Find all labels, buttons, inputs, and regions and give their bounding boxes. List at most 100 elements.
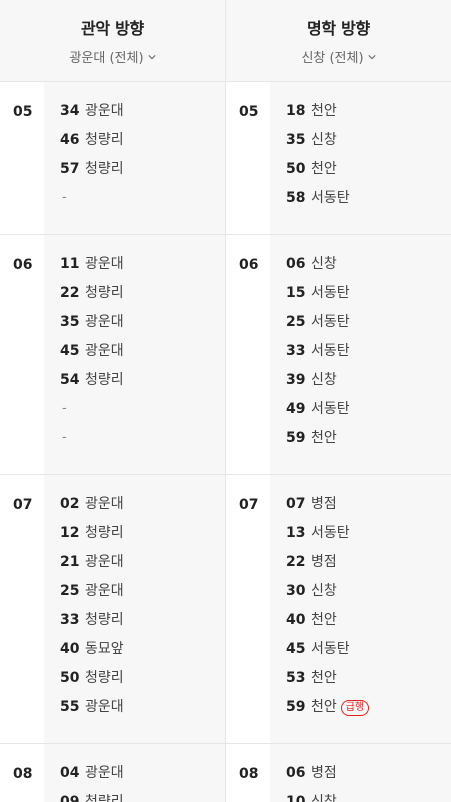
departure-item: 58 서동탄 — [286, 188, 451, 217]
departure-minute: 45 — [286, 641, 306, 657]
hour-label: 06 — [0, 235, 44, 474]
departure-item: 50 천안 — [286, 159, 451, 188]
departure-minute: 53 — [286, 670, 306, 686]
destination-name: 천안 — [311, 612, 337, 628]
hour-label: 05 — [226, 82, 270, 234]
direction-title: 관악 방향 — [81, 19, 144, 38]
destination-name: 청량리 — [85, 525, 124, 541]
destination-name: 청량리 — [85, 161, 124, 177]
departure-minute: 07 — [286, 496, 306, 512]
departure-list: 07 병점 13 서동탄 22 병점 30 신창 40 천안 45 서동탄 53 천안 59 천안 급행 — [270, 475, 451, 743]
departure-minute: 25 — [286, 314, 306, 330]
departure-minute: 40 — [60, 641, 80, 657]
departure-list: 06 신창 15 서동탄 25 서동탄 33 서동탄 39 신창 49 서동탄 59 천안 — [270, 235, 451, 474]
departure-item: 45 광운대 — [60, 341, 225, 370]
departure-item: 06 병점 — [286, 763, 451, 792]
destination-name: 천안 — [311, 670, 337, 686]
hour-block-left: 06 11 광운대 22 청량리 35 광운대 45 광운대 54 청량리 - - — [0, 235, 225, 474]
destination-name: 청량리 — [85, 372, 124, 388]
express-badge: 급행 — [340, 700, 370, 716]
chevron-down-icon — [367, 54, 376, 59]
departure-minute: 58 — [286, 190, 306, 206]
hour-label: 05 — [0, 82, 44, 234]
departure-minute: 22 — [286, 554, 306, 570]
destination-name: 청량리 — [85, 132, 124, 148]
direction-title: 명학 방향 — [307, 19, 370, 38]
departure-minute: 46 — [60, 132, 80, 148]
hour-block: 08 04 광운대 09 청량리 08 06 병점 10 신창 — [0, 744, 451, 802]
destination-name: 병점 — [311, 496, 337, 512]
departure-minute: 39 — [286, 372, 306, 388]
destination-name: 신창 — [311, 372, 337, 388]
destination-name: 서동탄 — [311, 343, 350, 359]
direction-left: 관악 방향 광운대 (전체) — [0, 0, 225, 81]
destination-name: 천안 — [311, 103, 337, 119]
departure-list: 02 광운대 12 청량리 21 광운대 25 광운대 33 청량리 40 동묘앞 50 청량리 55 광운대 — [44, 475, 225, 743]
empty-slot: - — [62, 190, 67, 205]
destination-name: 서동탄 — [311, 641, 350, 657]
departure-minute: 50 — [60, 670, 80, 686]
destination-filter-dropdown[interactable]: 광운대 (전체) — [69, 47, 156, 66]
destination-name: 천안 — [311, 430, 337, 446]
hour-block: 05 34 광운대 46 청량리 57 청량리 -05 18 천안 35 신창 50 천안 58 서동탄 — [0, 82, 451, 235]
departure-list: 11 광운대 22 청량리 35 광운대 45 광운대 54 청량리 - - — [44, 235, 225, 474]
departure-item: 04 광운대 — [60, 763, 225, 792]
departure-minute: 30 — [286, 583, 306, 599]
hour-label: 06 — [226, 235, 270, 474]
departure-item: 30 신창 — [286, 581, 451, 610]
destination-name: 천안 — [311, 699, 337, 715]
departure-item: 34 광운대 — [60, 101, 225, 130]
destination-name: 병점 — [311, 554, 337, 570]
destination-name: 청량리 — [85, 794, 124, 802]
destination-name: 서동탄 — [311, 190, 350, 206]
hour-block: 06 11 광운대 22 청량리 35 광운대 45 광운대 54 청량리 - -06 06 신창 15 서동탄… — [0, 235, 451, 475]
destination-name: 서동탄 — [311, 401, 350, 417]
departure-item: 46 청량리 — [60, 130, 225, 159]
departure-minute: 02 — [60, 496, 80, 512]
chevron-down-icon — [147, 54, 156, 59]
departure-minute: 13 — [286, 525, 306, 541]
destination-name: 광운대 — [85, 583, 124, 599]
empty-slot: - — [62, 401, 67, 416]
departure-minute: 35 — [60, 314, 80, 330]
departure-item: 59 천안 급행 — [286, 697, 451, 726]
hour-label: 07 — [226, 475, 270, 743]
departure-item: 33 서동탄 — [286, 341, 451, 370]
departure-minute: 59 — [286, 430, 306, 446]
departure-item: 25 광운대 — [60, 581, 225, 610]
departure-item: 13 서동탄 — [286, 523, 451, 552]
departure-minute: 11 — [60, 256, 80, 272]
timetable: 05 34 광운대 46 청량리 57 청량리 -05 18 천안 35 신창 50 천안 58 서동탄 06 1… — [0, 82, 451, 802]
destination-filter-dropdown[interactable]: 신창 (전체) — [301, 47, 376, 66]
departure-item: 11 광운대 — [60, 254, 225, 283]
departure-item: 10 신창 — [286, 792, 451, 802]
hour-label: 08 — [226, 744, 270, 802]
departure-minute: 34 — [60, 103, 80, 119]
departure-minute: 54 — [60, 372, 80, 388]
hour-block-left: 07 02 광운대 12 청량리 21 광운대 25 광운대 33 청량리 40 동묘앞 50 청량리 55 광… — [0, 475, 225, 743]
departure-list: 18 천안 35 신창 50 천안 58 서동탄 — [270, 82, 451, 234]
departure-minute: 45 — [60, 343, 80, 359]
departure-minute: 49 — [286, 401, 306, 417]
empty-slot: - — [62, 430, 67, 445]
departure-minute: 59 — [286, 699, 306, 715]
departure-item: 07 병점 — [286, 494, 451, 523]
departure-item: 25 서동탄 — [286, 312, 451, 341]
hour-block-right: 06 06 신창 15 서동탄 25 서동탄 33 서동탄 39 신창 49 서동탄 59 천안 — [225, 235, 451, 474]
destination-name: 광운대 — [85, 554, 124, 570]
departure-minute: 21 — [60, 554, 80, 570]
departure-item: - — [60, 428, 225, 457]
departure-minute: 15 — [286, 285, 306, 301]
departure-item: 50 청량리 — [60, 668, 225, 697]
departure-minute: 57 — [60, 161, 80, 177]
destination-name: 서동탄 — [311, 285, 350, 301]
departure-minute: 10 — [286, 794, 306, 802]
departure-minute: 50 — [286, 161, 306, 177]
departure-item: - — [60, 188, 225, 217]
hour-label: 07 — [0, 475, 44, 743]
departure-item: 12 청량리 — [60, 523, 225, 552]
departure-minute: 18 — [286, 103, 306, 119]
destination-name: 광운대 — [85, 765, 124, 781]
departure-minute: 06 — [286, 765, 306, 781]
hour-label: 08 — [0, 744, 44, 802]
